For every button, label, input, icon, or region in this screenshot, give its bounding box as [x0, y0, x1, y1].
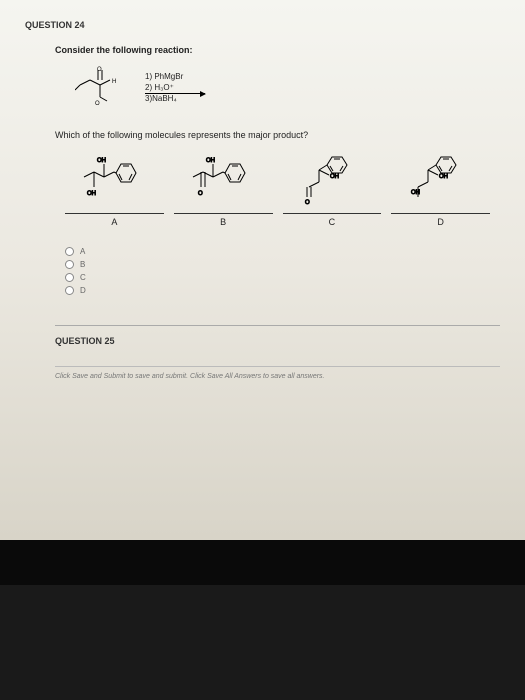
svg-text:OH: OH [206, 158, 215, 164]
choice-b-label: B [174, 213, 273, 227]
question-24-header: QUESTION 24 [25, 20, 500, 30]
radio-icon [65, 273, 74, 282]
svg-text:O: O [97, 67, 102, 73]
svg-text:OH: OH [97, 158, 106, 164]
radio-label: A [80, 247, 85, 256]
reagent-2: 2) H₃O⁺ [145, 83, 205, 93]
reaction-scheme: O H O 1) PhMgBr 2) H₃O⁺ 3)NaBH₄ [75, 65, 500, 112]
svg-text:O: O [305, 200, 310, 206]
radio-option-b[interactable]: B [65, 260, 500, 269]
svg-text:O: O [95, 101, 100, 107]
choice-b: OH O B [174, 152, 273, 227]
svg-text:OH: OH [87, 191, 96, 197]
starting-material-structure: O H O [75, 65, 130, 112]
radio-group: A B C D [55, 247, 500, 295]
radio-icon [65, 247, 74, 256]
reagent-3: 3)NaBH₄ [145, 94, 205, 104]
molecule-a: OH OH [79, 152, 149, 207]
radio-icon [65, 260, 74, 269]
question-divider: QUESTION 25 [55, 325, 500, 346]
radio-label: D [80, 286, 86, 295]
svg-text:O: O [198, 191, 203, 197]
svg-text:OH: OH [439, 174, 448, 180]
radio-option-c[interactable]: C [65, 273, 500, 282]
question-body: Consider the following reaction: O H O [25, 45, 500, 380]
subquestion-text: Which of the following molecules represe… [55, 130, 500, 140]
molecule-d: OH OH [406, 152, 476, 207]
radio-option-d[interactable]: D [65, 286, 500, 295]
answer-choices: OH OH A [55, 152, 500, 227]
monitor-screen-edge [0, 540, 525, 585]
radio-label: B [80, 260, 85, 269]
radio-label: C [80, 273, 86, 282]
choice-a: OH OH A [65, 152, 164, 227]
choice-c: OH O C [283, 152, 382, 227]
choice-c-label: C [283, 213, 382, 227]
svg-text:OH: OH [330, 174, 339, 180]
molecule-c: OH O [297, 152, 367, 207]
choice-d: OH OH D [391, 152, 490, 227]
svg-text:H: H [112, 79, 116, 85]
molecule-b: OH O [188, 152, 258, 207]
radio-icon [65, 286, 74, 295]
question-prompt: Consider the following reaction: [55, 45, 500, 55]
choice-d-label: D [391, 213, 490, 227]
question-25-header: QUESTION 25 [55, 336, 500, 346]
reagent-1: 1) PhMgBr [145, 72, 205, 82]
exam-page: QUESTION 24 Consider the following react… [0, 0, 525, 540]
reagents-list: 1) PhMgBr 2) H₃O⁺ 3)NaBH₄ [145, 72, 205, 104]
footer-instructions: Click Save and Submit to save and submit… [55, 366, 500, 380]
choice-a-label: A [65, 213, 164, 227]
radio-option-a[interactable]: A [65, 247, 500, 256]
svg-text:OH: OH [411, 190, 420, 196]
